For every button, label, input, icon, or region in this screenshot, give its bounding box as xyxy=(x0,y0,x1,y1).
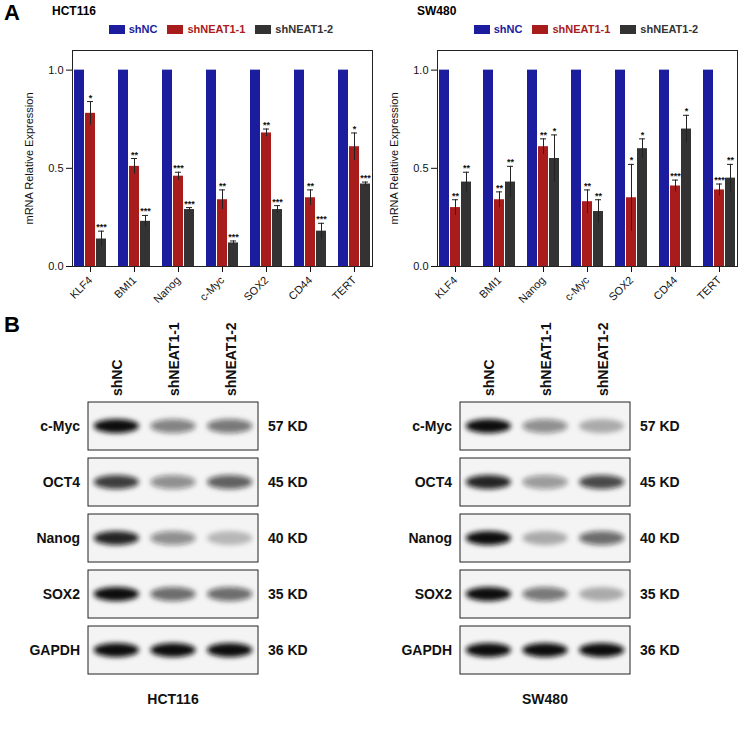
html-text:HCT116: HCT116 xyxy=(52,4,96,18)
svg-text:TERT: TERT xyxy=(695,274,724,303)
svg-text:***: *** xyxy=(670,171,681,181)
svg-text:**: ** xyxy=(507,157,515,167)
svg-text:0.0: 0.0 xyxy=(48,260,63,272)
svg-text:CD44: CD44 xyxy=(286,274,314,302)
svg-text:shNEAT1-2: shNEAT1-2 xyxy=(595,322,611,396)
svg-text:OCT4: OCT4 xyxy=(415,474,453,490)
svg-text:GAPDH: GAPDH xyxy=(29,642,80,658)
svg-text:*: * xyxy=(553,126,557,136)
svg-text:36 KD: 36 KD xyxy=(640,642,680,658)
svg-text:45 KD: 45 KD xyxy=(640,474,680,490)
svg-text:Nanog: Nanog xyxy=(36,530,80,546)
svg-text:35 KD: 35 KD xyxy=(268,586,308,602)
svg-text:shNC: shNC xyxy=(109,359,125,396)
svg-text:c-Myc: c-Myc xyxy=(197,273,227,303)
svg-text:***: *** xyxy=(173,163,184,173)
svg-text:shNEAT1-2: shNEAT1-2 xyxy=(223,322,239,396)
svg-text:1.0: 1.0 xyxy=(48,64,63,76)
svg-text:mRNA Relative Expression: mRNA Relative Expression xyxy=(388,92,400,224)
svg-text:HCT116: HCT116 xyxy=(147,691,199,707)
svg-text:40 KD: 40 KD xyxy=(640,530,680,546)
svg-text:Nanog: Nanog xyxy=(151,274,182,305)
svg-text:c-Myc: c-Myc xyxy=(562,273,592,303)
html-text:shNEAT1-2: shNEAT1-2 xyxy=(640,23,699,35)
svg-text:Nanog: Nanog xyxy=(408,530,452,546)
svg-text:shNEAT1-1: shNEAT1-1 xyxy=(538,322,554,396)
svg-text:***: *** xyxy=(272,197,283,207)
svg-text:**: ** xyxy=(595,191,603,201)
svg-text:GAPDH: GAPDH xyxy=(401,642,452,658)
svg-text:***: *** xyxy=(184,199,195,209)
svg-text:***: *** xyxy=(714,175,725,185)
svg-text:CD44: CD44 xyxy=(651,274,679,302)
svg-text:**: ** xyxy=(496,183,504,193)
svg-text:***: *** xyxy=(140,206,151,216)
svg-text:BMI1: BMI1 xyxy=(112,274,139,301)
html-text:B: B xyxy=(4,312,20,337)
svg-text:***: *** xyxy=(96,222,107,232)
svg-text:SOX2: SOX2 xyxy=(415,586,453,602)
svg-text:OCT4: OCT4 xyxy=(43,474,81,490)
html-text:A: A xyxy=(4,0,20,25)
svg-text:shNC: shNC xyxy=(481,359,497,396)
svg-text:36 KD: 36 KD xyxy=(268,642,308,658)
svg-text:Nanog: Nanog xyxy=(516,274,547,305)
svg-text:57 KD: 57 KD xyxy=(640,418,680,434)
svg-text:SW480: SW480 xyxy=(522,691,568,707)
svg-text:*: * xyxy=(630,155,634,165)
svg-text:45 KD: 45 KD xyxy=(268,474,308,490)
svg-text:**: ** xyxy=(307,181,315,191)
svg-text:**: ** xyxy=(452,191,460,201)
svg-text:1.0: 1.0 xyxy=(413,64,428,76)
svg-text:0.5: 0.5 xyxy=(48,162,63,174)
svg-text:**: ** xyxy=(131,150,139,160)
svg-text:*: * xyxy=(685,106,689,116)
svg-text:*: * xyxy=(641,130,645,140)
html-text:SW480: SW480 xyxy=(417,4,457,18)
svg-text:***: *** xyxy=(360,173,371,183)
svg-text:*: * xyxy=(353,124,357,134)
svg-text:KLF4: KLF4 xyxy=(432,274,459,301)
svg-text:***: *** xyxy=(228,232,239,242)
html-text:shNEAT1-1: shNEAT1-1 xyxy=(552,23,611,35)
svg-text:SOX2: SOX2 xyxy=(43,586,81,602)
svg-text:57 KD: 57 KD xyxy=(268,418,308,434)
html-text:shNEAT1-1: shNEAT1-1 xyxy=(187,23,246,35)
svg-text:35 KD: 35 KD xyxy=(640,586,680,602)
svg-text:**: ** xyxy=(463,163,471,173)
svg-text:**: ** xyxy=(584,181,592,191)
svg-text:0.0: 0.0 xyxy=(413,260,428,272)
svg-text:**: ** xyxy=(263,120,271,130)
svg-text:**: ** xyxy=(540,130,548,140)
html-text:shNEAT1-2: shNEAT1-2 xyxy=(275,23,334,35)
svg-text:0.5: 0.5 xyxy=(413,162,428,174)
svg-text:40 KD: 40 KD xyxy=(268,530,308,546)
html-text:shNC: shNC xyxy=(128,23,158,35)
html-text:shNC: shNC xyxy=(493,23,523,35)
svg-text:**: ** xyxy=(219,181,227,191)
svg-text:TERT: TERT xyxy=(330,274,359,303)
svg-text:mRNA Relative Expression: mRNA Relative Expression xyxy=(23,92,35,224)
svg-text:**: ** xyxy=(727,155,735,165)
svg-text:***: *** xyxy=(316,214,327,224)
svg-text:BMI1: BMI1 xyxy=(477,274,504,301)
svg-text:c-Myc: c-Myc xyxy=(412,418,452,434)
svg-text:SOX2: SOX2 xyxy=(606,274,635,303)
svg-text:c-Myc: c-Myc xyxy=(40,418,80,434)
svg-text:*: * xyxy=(89,93,93,103)
svg-text:KLF4: KLF4 xyxy=(67,274,94,301)
svg-text:SOX2: SOX2 xyxy=(241,274,270,303)
svg-text:shNEAT1-1: shNEAT1-1 xyxy=(166,322,182,396)
